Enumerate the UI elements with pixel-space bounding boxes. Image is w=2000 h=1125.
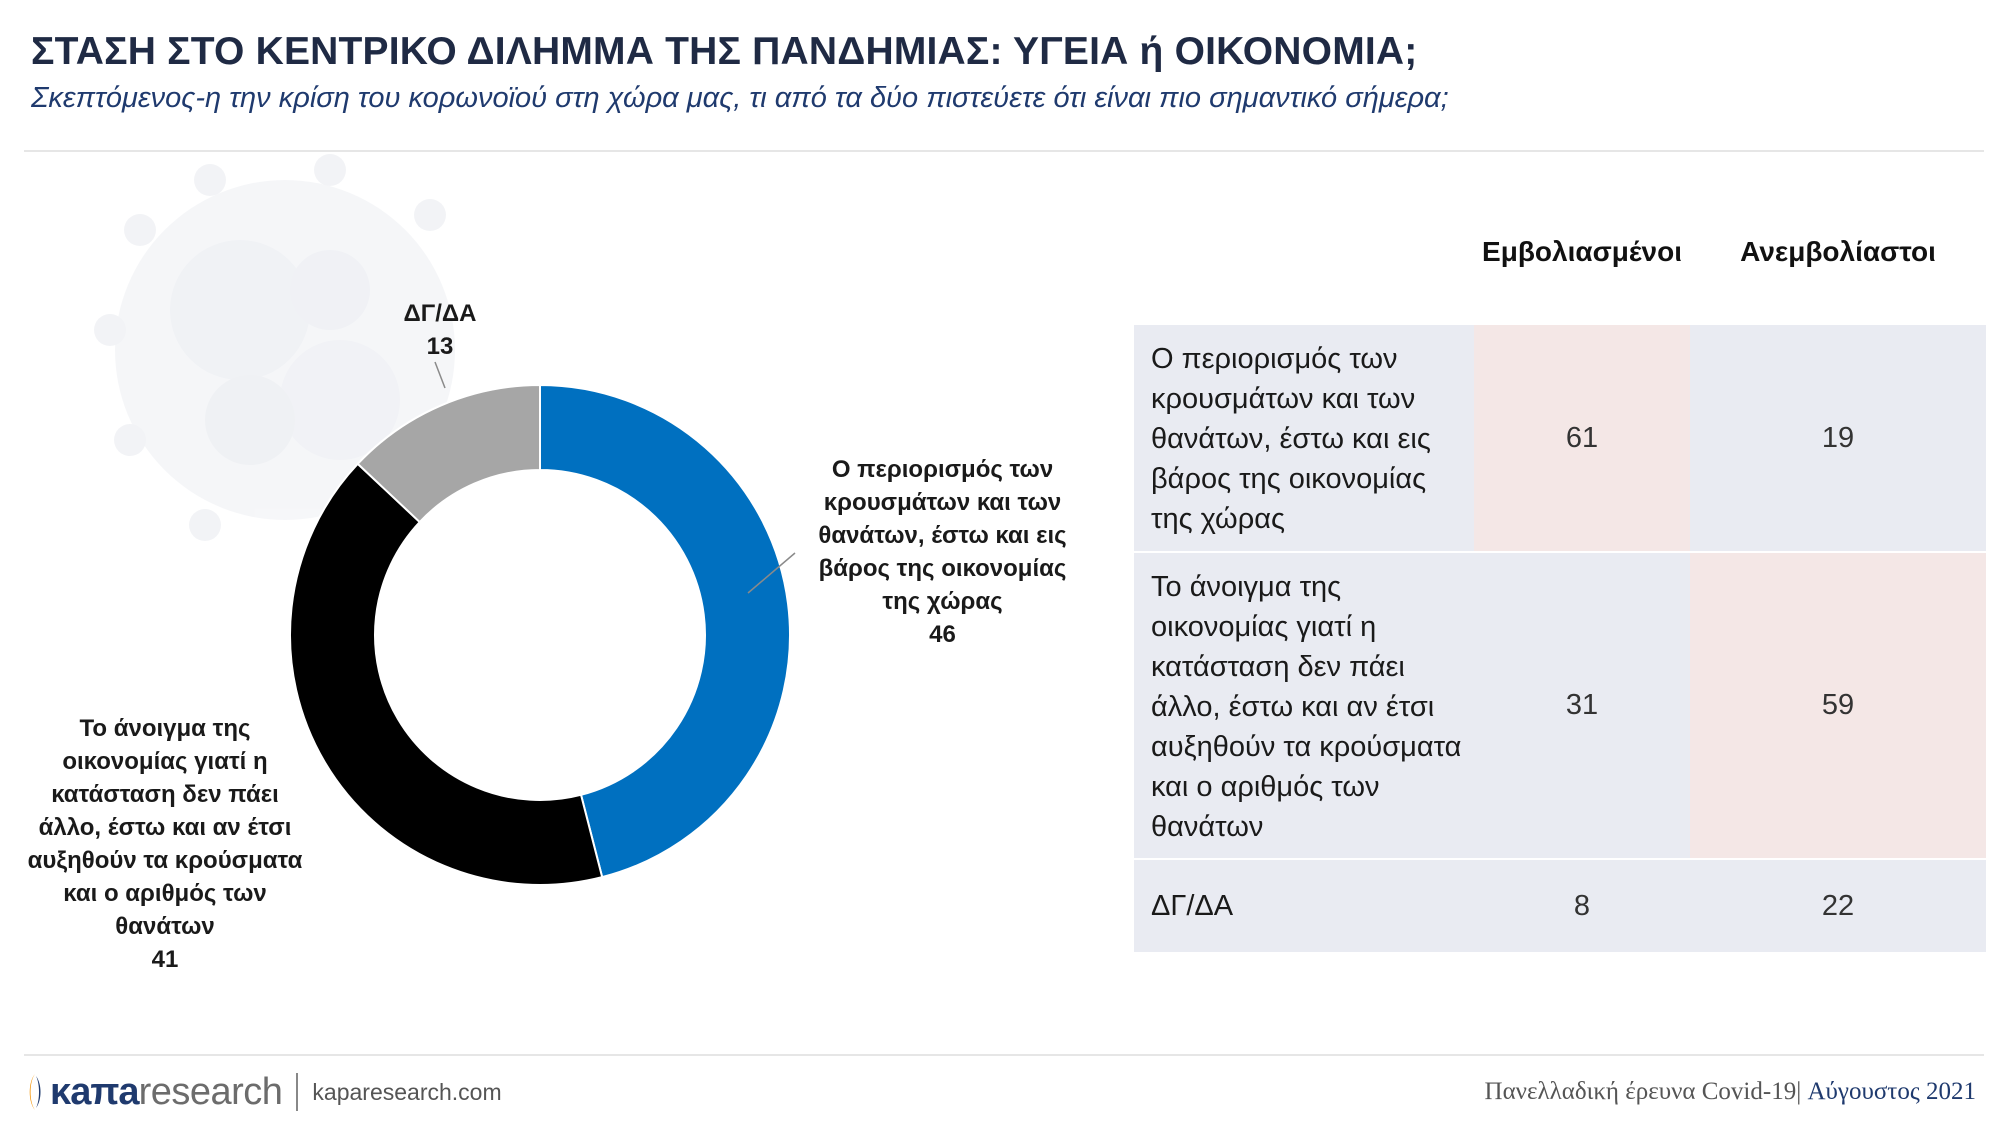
footer-separator: |: [1796, 1078, 1808, 1105]
logo-mark-icon: [29, 1074, 41, 1110]
table-row: Ο περιορισμός των κρουσμάτων και των θαν…: [1134, 325, 1986, 553]
comparison-table: Ο περιορισμός των κρουσμάτων και των θαν…: [1134, 325, 1986, 954]
cell-vaccinated: 31: [1565, 689, 1599, 721]
leader-line-dgda: [434, 361, 446, 389]
logo-research-text: research: [138, 1070, 283, 1113]
logo-separator: [296, 1073, 299, 1111]
slice-label-text: Το άνοιγμα της οικονομίας γιατί η κατάστ…: [27, 715, 303, 940]
cell-vaccinated: 8: [1573, 889, 1591, 922]
row-label: ΔΓ/ΔΑ: [1151, 890, 1234, 922]
survey-date: Αύγουστος 2021: [1807, 1078, 1976, 1105]
website-link[interactable]: kaparesearch.com: [312, 1078, 502, 1105]
donut-chart: [94, 154, 796, 886]
slice-label-text: Ο περιορισμός των κρουσμάτων και των θαν…: [818, 456, 1067, 615]
row-label: Το άνοιγμα της οικονομίας γιατί η κατάστ…: [1151, 571, 1462, 843]
slice-value: 46: [929, 621, 956, 648]
cell-unvaccinated: 22: [1821, 889, 1855, 922]
row-label: Ο περιορισμός των κρουσμάτων και των θαν…: [1151, 343, 1431, 535]
slice-label-text: ΔΓ/ΔΑ: [403, 300, 477, 327]
table-row: ΔΓ/ΔΑ 8 22: [1134, 860, 1986, 954]
cell-vaccinated: 61: [1474, 325, 1690, 551]
cell-unvaccinated: 59: [1690, 553, 1986, 858]
virus-background: [94, 154, 461, 541]
donut-slice-dgda: [356, 383, 541, 524]
bottom-divider: [24, 1054, 1984, 1056]
slice-value: 13: [426, 333, 454, 360]
cell-unvaccinated: 19: [1821, 421, 1855, 454]
page-subtitle: Σκεπτόμενος-η την κρίση του κορωνοϊού στ…: [31, 82, 1449, 114]
kapa-research-logo[interactable]: κaπa research kaparesearch.com: [24, 1068, 502, 1116]
donut-slice-open-economy: [289, 462, 604, 886]
logo-kapa-text: κaπa: [50, 1070, 140, 1113]
slice-label-limit-cases: Ο περιορισμός των κρουσμάτων και των θαν…: [800, 453, 1085, 651]
column-header-vaccinated: Εμβολιασμένοι: [1482, 236, 1682, 267]
survey-name: Πανελλαδική έρευνα Covid-19: [1484, 1078, 1797, 1105]
top-divider: [24, 150, 1984, 152]
footer-survey-info: Πανελλαδική έρευνα Covid-19| Αύγουστος 2…: [1485, 1078, 1976, 1106]
leader-line-limit: [747, 552, 796, 594]
slice-label-open-economy: Το άνοιγμα της οικονομίας γιατί η κατάστ…: [20, 712, 310, 976]
slice-label-dgda: ΔΓ/ΔΑ 13: [360, 297, 520, 363]
column-header-unvaccinated: Ανεμβολίαστοι: [1740, 236, 1936, 267]
page-title: ΣΤΑΣΗ ΣΤΟ ΚΕΝΤΡΙΚΟ ΔΙΛΗΜΜΑ ΤΗΣ ΠΑΝΔΗΜΙΑΣ…: [31, 30, 1418, 73]
table-row: Το άνοιγμα της οικονομίας γιατί η κατάστ…: [1134, 553, 1986, 860]
slice-value: 41: [151, 946, 179, 973]
donut-slice-limit-cases: [539, 383, 791, 879]
